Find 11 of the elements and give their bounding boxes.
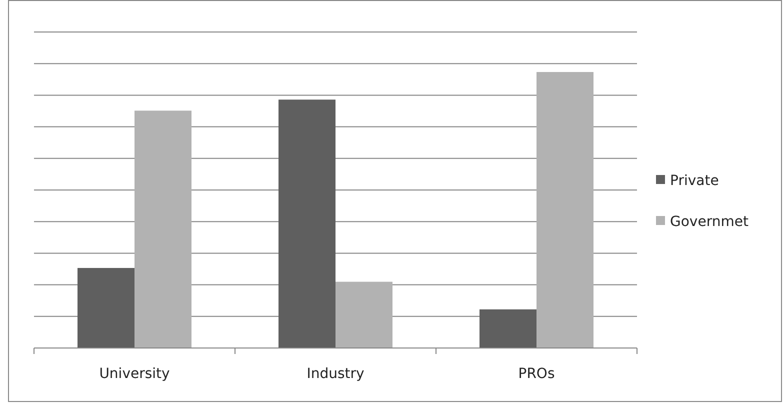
bar (134, 110, 192, 348)
bar (336, 282, 392, 348)
bar (278, 100, 336, 348)
x-tick-label: Industry (306, 366, 364, 382)
bar (536, 72, 594, 348)
legend-label: Private (670, 173, 719, 189)
bar (480, 309, 536, 348)
bar (78, 268, 134, 348)
x-tick-label: University (99, 366, 170, 382)
legend-label: Governmet (670, 214, 749, 230)
x-tick-label: PROs (518, 366, 555, 382)
